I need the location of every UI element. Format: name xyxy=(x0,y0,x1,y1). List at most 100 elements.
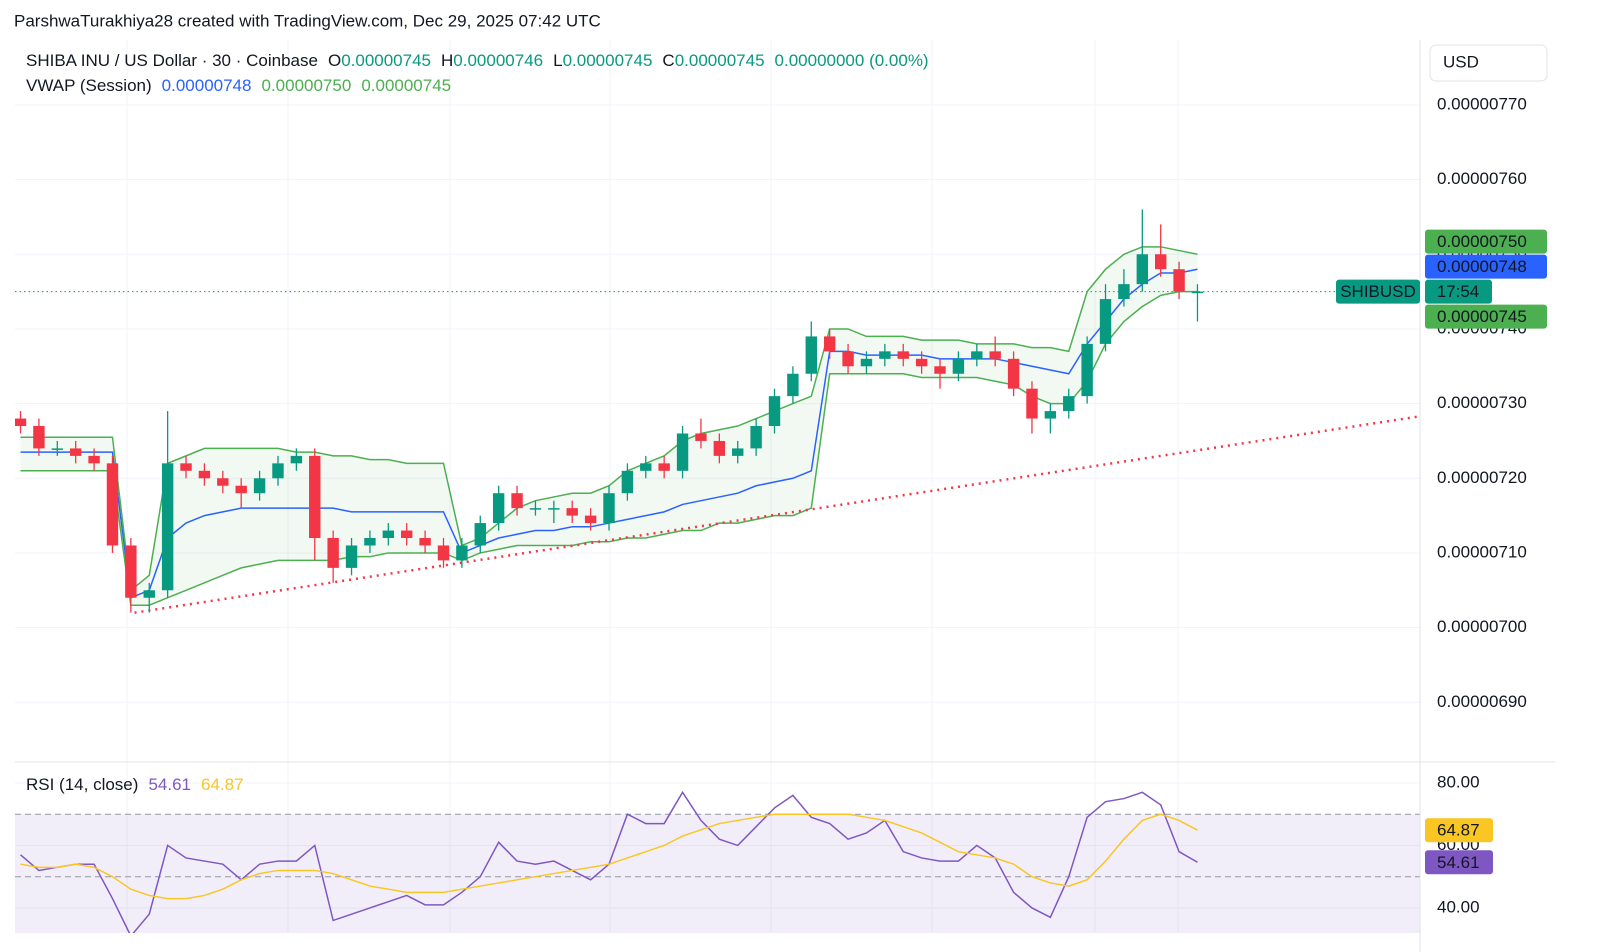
rsi-tick-label: 40.00 xyxy=(1437,897,1480,916)
candle-body xyxy=(217,478,229,486)
candle-body xyxy=(51,448,63,450)
candle-body xyxy=(676,433,689,471)
rsi-tag-label: 64.87 xyxy=(1437,821,1480,840)
candle-body xyxy=(1191,291,1204,294)
candle-body xyxy=(1044,411,1057,419)
rsi-ma-line xyxy=(20,813,1198,900)
ohlc-value: 0.00000745 xyxy=(341,51,431,70)
y-tick-label: 0.00000770 xyxy=(1437,94,1527,113)
candle-body xyxy=(1007,358,1020,389)
ohlc-label: O xyxy=(328,51,341,70)
candle-body xyxy=(566,508,578,516)
candle-body xyxy=(621,470,634,494)
rsi-pane xyxy=(15,790,1420,933)
candle-body xyxy=(915,358,928,367)
price-tag-label: 0.00000750 xyxy=(1437,232,1527,251)
candle-body xyxy=(364,538,376,546)
candle-body xyxy=(1063,396,1075,412)
candle-body xyxy=(1118,284,1130,300)
candle-body xyxy=(971,351,983,359)
candle-body xyxy=(88,455,100,464)
candle-body xyxy=(548,508,560,510)
countdown-tag xyxy=(1425,279,1492,304)
vwap-value: 0.00000745 xyxy=(361,76,451,95)
vwap-value: 0.00000750 xyxy=(261,76,351,95)
price-axis: USD 0.00000770 0.00000760 0.00000750 0.0000… xyxy=(15,40,1555,952)
y-tick-label: 0.00000690 xyxy=(1437,692,1527,711)
symbol-tag xyxy=(1336,279,1420,304)
ohlc-value: 0.00000746 xyxy=(453,51,543,70)
y-tick-label: 0.00000720 xyxy=(1437,468,1527,487)
rsi-tag-label: 54.61 xyxy=(1437,853,1480,872)
symbol-tag-label: SHIBUSD xyxy=(1340,282,1416,301)
candle-body xyxy=(1099,299,1112,344)
candle-body xyxy=(1173,269,1185,292)
candle-body xyxy=(695,433,707,441)
candle-body xyxy=(1026,388,1038,419)
candle-body xyxy=(750,426,762,449)
candle-body xyxy=(235,485,247,494)
currency-box[interactable] xyxy=(1429,44,1548,82)
candle-body xyxy=(1154,254,1167,270)
y-tick-label: 0.00000700 xyxy=(1437,617,1527,636)
candle-body xyxy=(640,463,652,471)
candle-body xyxy=(1136,254,1149,285)
y-tick-label: 0.00000760 xyxy=(1437,169,1527,188)
change: 0.00000000 (0.00%) xyxy=(775,51,929,70)
candle-body xyxy=(768,396,781,427)
candle-body xyxy=(401,530,413,539)
candle-body xyxy=(658,463,670,471)
candle-body xyxy=(879,351,891,359)
candle-body xyxy=(713,440,726,456)
rsi-legend: RSI (14, close) 54.61 64.87 xyxy=(26,775,244,794)
vwap-band-line xyxy=(20,290,1198,606)
candle-body xyxy=(143,590,155,598)
candle-body xyxy=(934,366,946,374)
candle-body xyxy=(125,545,137,598)
candle-body xyxy=(69,448,82,456)
vwap-legend: VWAP (Session) 0.00000748 0.00000750 0.0000… xyxy=(26,76,451,95)
currency: USD xyxy=(1443,52,1479,71)
rsi-tag xyxy=(1425,850,1493,875)
candle-body xyxy=(382,530,395,539)
candle-body xyxy=(492,493,505,524)
candle-body xyxy=(180,463,192,471)
ohlc-label: L xyxy=(553,51,562,70)
candle-body xyxy=(732,448,744,456)
candle-body xyxy=(860,358,873,367)
candle-body xyxy=(161,463,174,591)
candle-body xyxy=(842,351,854,367)
candle-body xyxy=(787,373,799,397)
rsi-title: RSI (14, close) xyxy=(26,775,138,794)
candle-body xyxy=(603,493,615,524)
y-tick-label: 0.00000730 xyxy=(1437,393,1527,412)
price-tag-label: 0.00000748 xyxy=(1437,257,1527,276)
price-pane xyxy=(15,209,1420,614)
candle-body xyxy=(290,455,303,464)
attribution: ParshwaTurakhiya28 created with TradingV… xyxy=(14,11,601,30)
candle-body xyxy=(419,538,431,546)
price-tag xyxy=(1425,254,1547,279)
candle-body xyxy=(1081,343,1093,397)
candle-body xyxy=(253,478,266,494)
candle-body xyxy=(15,418,27,427)
rsi-tick-label: 80.00 xyxy=(1437,772,1480,791)
candle-body xyxy=(952,358,965,374)
candle-body xyxy=(511,493,523,509)
rsi-tag xyxy=(1425,818,1493,843)
candle-body xyxy=(897,351,909,359)
grid xyxy=(15,40,1420,932)
candle-body xyxy=(805,336,817,374)
candle-body xyxy=(272,463,284,479)
rsi-value: 54.61 xyxy=(148,775,191,794)
candle-body xyxy=(529,508,542,510)
vwap-value: 0.00000748 xyxy=(162,76,252,95)
y-tick-label: 0.00000710 xyxy=(1437,542,1527,561)
candle-body xyxy=(345,545,358,568)
price-legend: SHIBA INU / US Dollar · 30 · Coinbase O0.… xyxy=(26,51,929,70)
price-tag xyxy=(1425,304,1547,329)
vwap-name: VWAP (Session) xyxy=(26,76,152,95)
ohlc-label: C xyxy=(662,51,674,70)
